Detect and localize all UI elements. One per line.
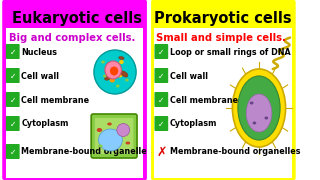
Text: ✓: ✓ (158, 71, 164, 80)
Ellipse shape (107, 123, 112, 125)
Text: ✓: ✓ (10, 96, 16, 105)
Ellipse shape (105, 76, 111, 80)
Ellipse shape (120, 71, 128, 77)
Text: Cytoplasm: Cytoplasm (170, 120, 217, 129)
Ellipse shape (101, 60, 105, 64)
FancyBboxPatch shape (2, 0, 147, 180)
Ellipse shape (119, 60, 124, 64)
Text: ✓: ✓ (158, 48, 164, 57)
Ellipse shape (125, 141, 130, 145)
Ellipse shape (232, 69, 285, 147)
FancyBboxPatch shape (91, 114, 137, 158)
Ellipse shape (110, 66, 118, 75)
FancyBboxPatch shape (155, 44, 168, 59)
Text: Cell membrane: Cell membrane (170, 96, 238, 105)
FancyBboxPatch shape (151, 0, 296, 180)
Text: Prokaryotic cells: Prokaryotic cells (155, 10, 292, 26)
Ellipse shape (98, 145, 103, 147)
Text: ✓: ✓ (10, 120, 16, 129)
Ellipse shape (94, 50, 136, 94)
Ellipse shape (105, 61, 121, 79)
FancyBboxPatch shape (6, 144, 20, 159)
FancyBboxPatch shape (155, 92, 168, 107)
Ellipse shape (116, 84, 120, 87)
Text: Cell wall: Cell wall (21, 71, 60, 80)
Text: Big and complex cells.: Big and complex cells. (9, 33, 135, 43)
Text: Loop or small rings of DNA: Loop or small rings of DNA (170, 48, 291, 57)
Text: Membrane-bound organelles: Membrane-bound organelles (21, 147, 152, 156)
Ellipse shape (246, 94, 272, 132)
Ellipse shape (250, 102, 253, 105)
Text: Small and simple cells.: Small and simple cells. (156, 33, 286, 43)
FancyBboxPatch shape (95, 118, 133, 154)
Text: Eukaryotic cells: Eukaryotic cells (12, 10, 141, 26)
FancyBboxPatch shape (155, 116, 168, 131)
Ellipse shape (265, 116, 268, 120)
Ellipse shape (117, 123, 130, 136)
Text: ✓: ✓ (10, 71, 16, 80)
Ellipse shape (125, 78, 129, 82)
Text: Nucleus: Nucleus (21, 48, 58, 57)
Ellipse shape (116, 73, 123, 78)
Text: ✗: ✗ (156, 145, 167, 159)
Text: Cell membrane: Cell membrane (21, 96, 90, 105)
FancyBboxPatch shape (6, 116, 20, 131)
FancyBboxPatch shape (6, 44, 20, 59)
Text: Cell wall: Cell wall (170, 71, 208, 80)
Ellipse shape (105, 65, 112, 71)
Text: Membrane-bound organelles: Membrane-bound organelles (170, 147, 300, 156)
Ellipse shape (252, 122, 256, 125)
Text: Cytoplasm: Cytoplasm (21, 120, 69, 129)
Ellipse shape (103, 75, 107, 78)
Text: ✓: ✓ (10, 147, 16, 156)
Ellipse shape (99, 129, 122, 151)
Ellipse shape (238, 76, 280, 140)
Text: ✓: ✓ (158, 120, 164, 129)
FancyBboxPatch shape (6, 68, 20, 83)
Ellipse shape (97, 128, 102, 132)
FancyBboxPatch shape (6, 92, 20, 107)
FancyBboxPatch shape (155, 68, 168, 83)
Text: ✓: ✓ (10, 48, 16, 57)
Ellipse shape (119, 57, 124, 60)
Ellipse shape (109, 78, 115, 82)
Bar (155, 28, 292, 178)
Bar (6, 28, 143, 178)
Text: ✓: ✓ (158, 96, 164, 105)
